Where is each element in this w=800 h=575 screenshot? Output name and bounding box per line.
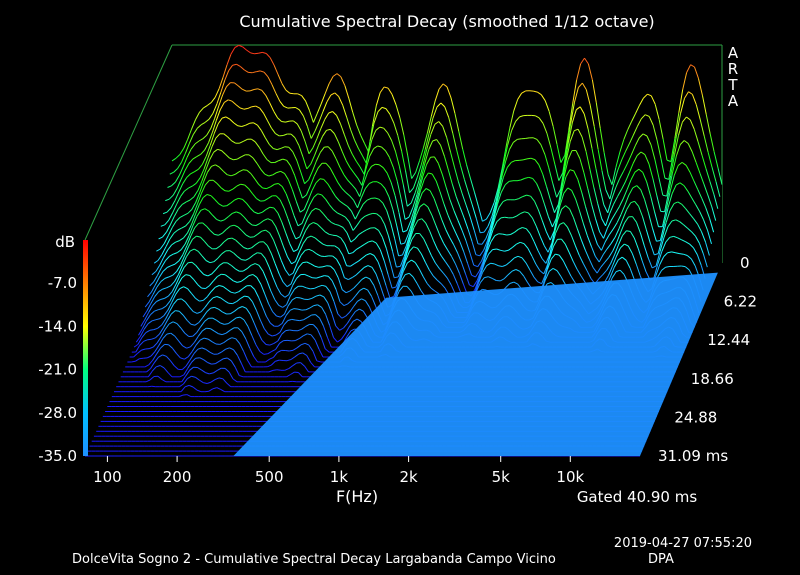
time-tick-label: 24.88: [674, 408, 717, 426]
decay-slices: [85, 44, 723, 457]
brand-letter: T: [727, 76, 738, 94]
x-tick-label: 200: [163, 468, 192, 486]
y-tick-label: -35.0: [38, 447, 77, 465]
time-tick-label: 18.66: [691, 370, 734, 388]
brand-letter: A: [728, 92, 739, 110]
y-tick-label: -14.0: [38, 317, 77, 335]
brand-letter: A: [728, 44, 739, 62]
x-tick-label: 500: [255, 468, 284, 486]
author: DPA: [648, 552, 674, 567]
brand-letter: R: [728, 60, 738, 78]
timestamp: 2019-04-27 07:55:20: [614, 536, 752, 551]
x-tick-label: 10k: [556, 468, 584, 486]
decay-floor: [233, 272, 718, 456]
axes: -7.0 -14.0 -21.0 -28.0 -35.0 100 200 500 1k 2k 5k 1…: [38, 240, 757, 486]
x-axis-label: F(Hz): [336, 487, 378, 506]
time-tick-label: 31.09 ms: [658, 447, 728, 465]
x-tick-label: 100: [93, 468, 122, 486]
frame-diagonal: [84, 44, 173, 241]
time-tick-label: 6.22: [724, 293, 757, 311]
caption: DolceVita Sogno 2 - Cumulative Spectral …: [72, 552, 556, 567]
y-tick-label: -21.0: [38, 361, 77, 379]
x-tick-label: 1k: [330, 468, 349, 486]
x-tick-label: 2k: [399, 468, 418, 486]
y-tick-label: -28.0: [38, 404, 77, 422]
gate-info: Gated 40.90 ms: [577, 488, 698, 506]
db-colorbar: [83, 240, 88, 456]
time-tick-label: 12.44: [707, 331, 750, 349]
chart-title: Cumulative Spectral Decay (smoothed 1/12…: [239, 12, 654, 31]
time-tick-label: 0: [740, 254, 750, 272]
x-tick-label: 5k: [492, 468, 511, 486]
y-axis-unit: dB: [55, 233, 75, 251]
y-tick-label: -7.0: [48, 274, 77, 292]
